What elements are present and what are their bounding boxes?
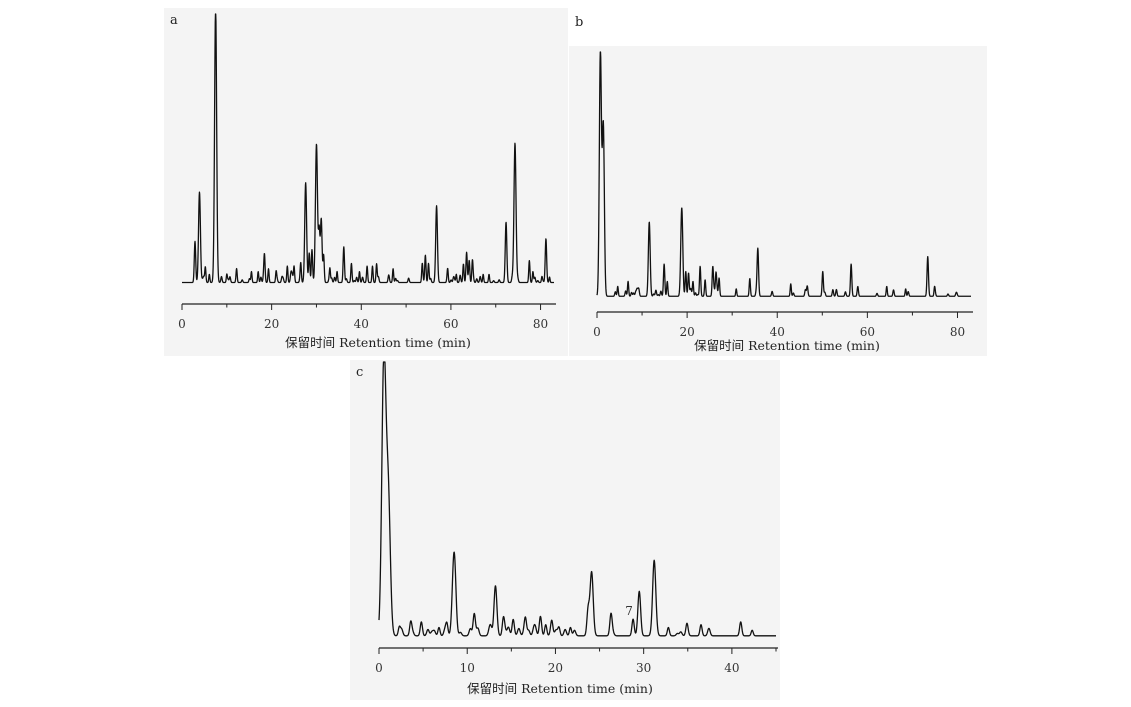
x-tick-label: 0 xyxy=(375,661,383,675)
chromatogram-panel-a: a 0 20 40 60 80 保留时间 Retention time (min) xyxy=(164,8,568,356)
chromatogram-trace xyxy=(181,13,555,284)
x-axis-title: 保留时间 Retention time (min) xyxy=(285,335,471,350)
x-tick-label: 60 xyxy=(443,317,458,331)
chromatogram-panel-b: b 0 20 40 60 80 保留时间 Retention time (min) xyxy=(569,8,987,356)
x-tick-label: 40 xyxy=(724,661,739,675)
panel-label-b: b xyxy=(575,15,583,30)
x-tick-label: 20 xyxy=(548,661,563,675)
chromatogram-trace xyxy=(596,51,972,297)
peak-annotation: 7 xyxy=(625,604,633,618)
x-tick-label: 40 xyxy=(770,325,785,339)
chromatogram-panel-c: c 0 10 20 30 40 保留时间 Retention time (min) 7 xyxy=(350,360,780,700)
panel-c-background xyxy=(350,360,780,700)
x-tick-label: 40 xyxy=(354,317,369,331)
x-tick-label: 0 xyxy=(178,317,186,331)
chromatogram-c-svg: c 0 10 20 30 40 保留时间 Retention time (min) 7 xyxy=(350,360,780,700)
x-tick-label: 80 xyxy=(533,317,548,331)
x-tick-label: 80 xyxy=(950,325,965,339)
x-tick-label: 10 xyxy=(460,661,475,675)
chromatogram-trace xyxy=(378,361,777,637)
x-tick-label: 30 xyxy=(636,661,651,675)
chromatogram-b-svg: b 0 20 40 60 80 保留时间 Retention time (min) xyxy=(569,15,987,356)
x-tick-label: 20 xyxy=(679,325,694,339)
x-tick-label: 20 xyxy=(264,317,279,331)
chromatogram-a-svg: a 0 20 40 60 80 保留时间 Retention time (min) xyxy=(164,8,568,356)
panel-b-background xyxy=(569,46,987,356)
panel-label-a: a xyxy=(170,13,178,28)
panel-a-background xyxy=(164,8,568,356)
panel-label-c: c xyxy=(356,365,363,380)
x-tick-label: 60 xyxy=(860,325,875,339)
x-tick-label: 0 xyxy=(593,325,601,339)
x-axis-title: 保留时间 Retention time (min) xyxy=(467,681,653,696)
x-axis-title: 保留时间 Retention time (min) xyxy=(694,338,880,353)
